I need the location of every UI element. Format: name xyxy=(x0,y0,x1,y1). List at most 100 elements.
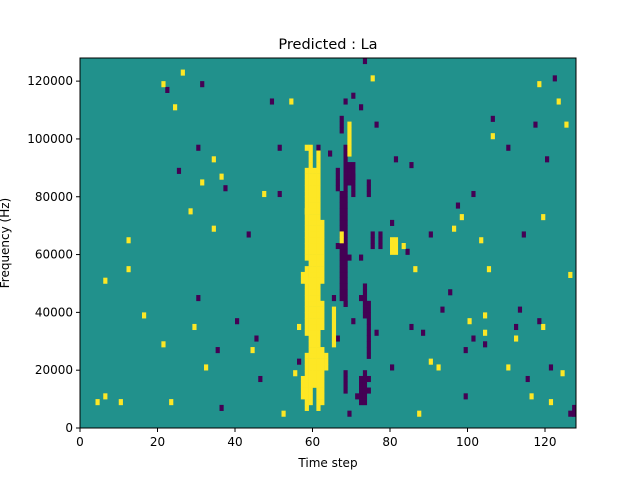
heatmap-cell-low xyxy=(339,254,344,261)
heatmap-cell-high xyxy=(304,271,309,278)
heatmap-cell-low xyxy=(440,306,445,313)
heatmap-cell-high xyxy=(316,323,321,331)
heatmap-cell-high xyxy=(316,219,321,226)
heatmap-cell-high xyxy=(312,254,317,261)
heatmap-background xyxy=(80,58,576,428)
heatmap-cell-low xyxy=(366,387,371,394)
heatmap-cell-high xyxy=(312,266,317,273)
heatmap-cell-low xyxy=(339,283,344,290)
heatmap-cell-high xyxy=(324,364,329,371)
heatmap-cell-low xyxy=(362,58,368,65)
heatmap-cell-high xyxy=(316,202,321,209)
heatmap-cell-high xyxy=(490,133,495,140)
heatmap-cell-high xyxy=(308,277,313,284)
heatmap-cell-low xyxy=(471,190,476,198)
heatmap-cell-high xyxy=(300,271,306,278)
heatmap-cell-high xyxy=(300,387,306,394)
heatmap-cell-high xyxy=(428,358,433,365)
heatmap-cell-high xyxy=(308,387,313,394)
heatmap-cell-low xyxy=(351,179,356,186)
heatmap-cell-low xyxy=(362,375,368,383)
heatmap-cell-high xyxy=(312,190,317,198)
heatmap-cell-low xyxy=(366,312,371,319)
heatmap-cell-low xyxy=(362,370,368,377)
heatmap-cell-high xyxy=(308,231,313,238)
heatmap-cell-high xyxy=(541,214,546,221)
heatmap-cell-low xyxy=(235,318,240,325)
heatmap-cell-low xyxy=(343,156,348,163)
heatmap-cell-low xyxy=(359,399,364,406)
y-tick-label: 120000 xyxy=(27,74,73,88)
heatmap-cell-low xyxy=(351,318,356,325)
heatmap-cell-high xyxy=(312,248,317,255)
heatmap-cell-low xyxy=(351,190,356,198)
heatmap-cell-high xyxy=(347,144,352,151)
heatmap-cell-high xyxy=(316,167,321,174)
heatmap-cell-high xyxy=(316,260,321,267)
heatmap-cell-high xyxy=(312,329,317,336)
heatmap-cell-low xyxy=(366,347,371,354)
heatmap-cell-high xyxy=(312,283,317,290)
heatmap-cell-high xyxy=(308,306,313,313)
heatmap-cell-high xyxy=(320,248,325,255)
heatmap-cell-high xyxy=(304,295,309,302)
heatmap-cell-high xyxy=(300,375,306,383)
heatmap-cell-high xyxy=(308,167,313,174)
heatmap-cell-high xyxy=(304,266,309,273)
heatmap-cell-high xyxy=(300,393,306,400)
heatmap-cell-high xyxy=(308,381,313,388)
heatmap-cell-high xyxy=(316,237,321,244)
heatmap-cells xyxy=(80,58,577,428)
heatmap-cell-high xyxy=(316,329,321,336)
heatmap-cell-high xyxy=(320,231,325,238)
heatmap-cell-low xyxy=(343,150,348,157)
heatmap-cell-low xyxy=(335,243,340,250)
heatmap-cell-low xyxy=(343,219,348,226)
heatmap-cell-low xyxy=(366,179,371,186)
heatmap-cell-high xyxy=(316,295,321,302)
heatmap-cell-low xyxy=(355,393,360,400)
heatmap-cell-high xyxy=(308,341,313,348)
heatmap-cell-high xyxy=(308,399,313,406)
heatmap-cell-low xyxy=(335,173,340,180)
heatmap-cell-high xyxy=(312,179,317,186)
heatmap-cell-high xyxy=(537,81,542,88)
heatmap-cell-low xyxy=(343,289,348,296)
heatmap-cell-high xyxy=(281,410,286,417)
heatmap-cell-high xyxy=(308,173,313,180)
heatmap-cell-low xyxy=(339,190,344,198)
heatmap-cell-low xyxy=(428,231,433,238)
heatmap-cell-low xyxy=(339,196,344,203)
heatmap-cell-high xyxy=(304,231,309,238)
x-tick-label: 40 xyxy=(227,435,242,449)
x-tick-label: 60 xyxy=(305,435,320,449)
x-tick-label: 0 xyxy=(76,435,84,449)
heatmap-cell-high xyxy=(308,393,313,400)
heatmap-cell-high xyxy=(312,375,317,383)
heatmap-cell-high xyxy=(331,306,337,313)
heatmap-cell-high xyxy=(316,173,321,180)
heatmap-cell-low xyxy=(347,179,352,186)
heatmap-cell-low xyxy=(339,248,344,255)
heatmap-cell-high xyxy=(308,283,313,290)
heatmap-cell-low xyxy=(343,231,348,238)
heatmap-cell-high xyxy=(560,370,565,377)
heatmap-cell-low xyxy=(359,254,364,261)
heatmap-cell-low xyxy=(374,121,379,128)
heatmap-cell-high xyxy=(506,364,511,371)
heatmap-cell-high xyxy=(308,254,313,261)
heatmap-cell-low xyxy=(335,179,340,186)
heatmap-cell-high xyxy=(312,358,317,365)
heatmap-cell-low xyxy=(331,295,337,302)
heatmap-cell-high xyxy=(479,237,484,244)
heatmap-cell-high xyxy=(304,254,309,261)
heatmap-cell-high xyxy=(308,144,313,151)
heatmap-cell-low xyxy=(366,300,371,307)
heatmap-cell-high xyxy=(308,266,313,273)
heatmap-cell-high xyxy=(308,289,313,296)
heatmap-cell-high xyxy=(320,387,325,394)
heatmap-cell-high xyxy=(312,219,317,226)
heatmap-cell-low xyxy=(339,277,344,284)
x-tick-label: 80 xyxy=(382,435,397,449)
x-tick-label: 100 xyxy=(456,435,479,449)
